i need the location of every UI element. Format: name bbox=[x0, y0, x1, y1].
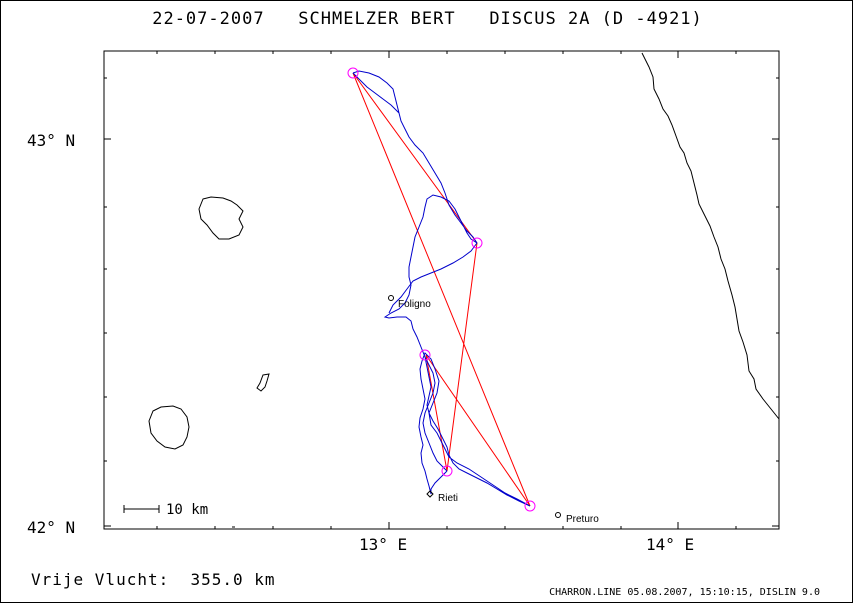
turnpoint-marker bbox=[471, 237, 483, 249]
credit-line: CHARRON.LINE 05.08.2007, 15:10:15, DISLI… bbox=[549, 587, 820, 598]
place-marker bbox=[555, 512, 561, 518]
coastline bbox=[641, 52, 780, 420]
turnpoint-marker bbox=[419, 349, 431, 361]
flight-title: 22-07-2007 SCHMELZER BERT DISCUS 2A (D -… bbox=[1, 9, 853, 29]
lake-bolsena bbox=[148, 405, 190, 450]
map-frame bbox=[103, 50, 780, 530]
task-line bbox=[352, 72, 531, 507]
lon-label-13: 13° E bbox=[359, 535, 407, 554]
axis-ticks bbox=[104, 51, 779, 529]
place-marker-rieti bbox=[426, 490, 434, 498]
pilot-name: SCHMELZER BERT bbox=[298, 9, 456, 29]
place-label-foligno: Foligno bbox=[398, 299, 431, 310]
turnpoint-marker bbox=[347, 67, 359, 79]
distance-value: 355.0 km bbox=[190, 570, 276, 589]
lon-label-14: 14° E bbox=[646, 535, 694, 554]
place-label-rieti: Rieti bbox=[438, 493, 458, 504]
turnpoint-marker bbox=[524, 500, 536, 512]
free-flight-distance: Vrije Vlucht: 355.0 km bbox=[31, 570, 276, 589]
scale-bar bbox=[123, 505, 160, 513]
scale-bar-label: 10 km bbox=[166, 502, 208, 518]
lat-label-43: 43° N bbox=[27, 131, 75, 150]
lat-label-42: 42° N bbox=[27, 518, 75, 537]
glider-name: DISCUS 2A (D -4921) bbox=[489, 9, 703, 29]
turnpoints bbox=[347, 67, 536, 512]
lake-small bbox=[256, 373, 270, 392]
flight-track bbox=[352, 70, 531, 507]
place-marker bbox=[388, 295, 394, 301]
flight-date: 22-07-2007 bbox=[152, 9, 265, 29]
lake-trasimeno bbox=[198, 196, 244, 240]
distance-label: Vrije Vlucht: bbox=[31, 570, 170, 589]
place-label-preturo: Preturo bbox=[566, 514, 599, 525]
turnpoint-marker bbox=[441, 465, 453, 477]
